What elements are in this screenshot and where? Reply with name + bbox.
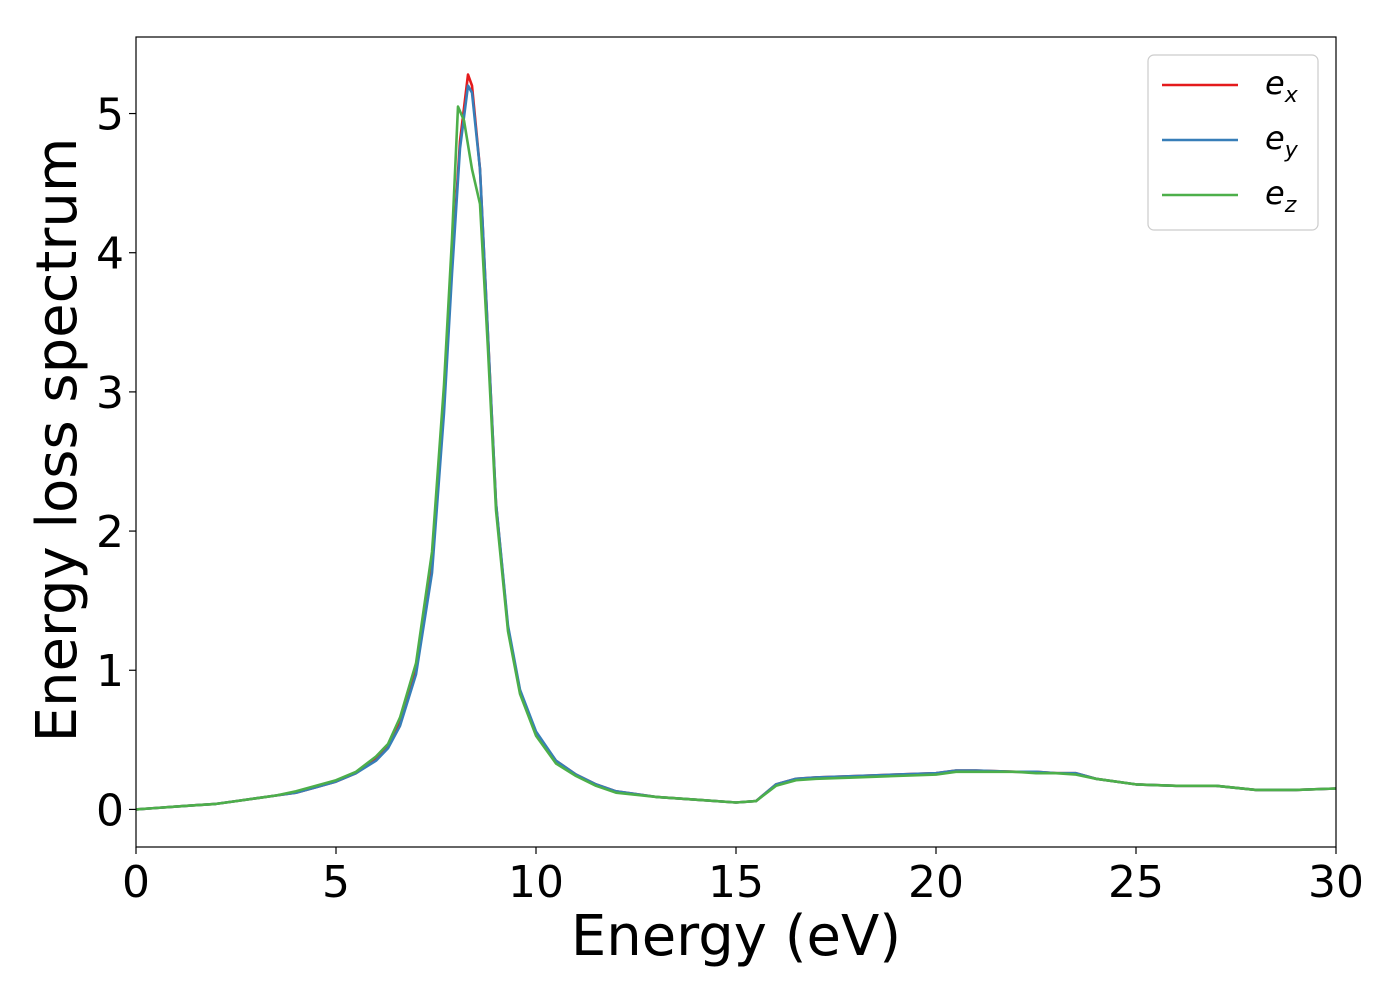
- x-tick-label: 0: [122, 857, 150, 908]
- series-line-e-z: [135, 105, 1337, 811]
- y-tick-label: 3: [96, 368, 124, 419]
- y-tick-label: 2: [96, 507, 124, 558]
- x-axis-label: Energy (eV): [571, 904, 901, 969]
- legend-box: [1147, 54, 1319, 231]
- x-tick-label: 20: [908, 857, 964, 908]
- x-tick-label: 25: [1108, 857, 1164, 908]
- plot-frame: [135, 36, 1337, 848]
- y-axis-label: Energy loss spectrum: [25, 138, 90, 743]
- y-tick-label: 4: [96, 229, 124, 280]
- x-tick-label: 10: [508, 857, 564, 908]
- y-tick-label: 0: [96, 785, 124, 836]
- x-tick-label: 30: [1308, 857, 1364, 908]
- y-tick-label: 1: [96, 646, 124, 697]
- x-tick-label: 15: [708, 857, 764, 908]
- y-tick-label: 5: [96, 90, 124, 141]
- series-line-e-y: [135, 84, 1337, 811]
- x-tick-label: 5: [322, 857, 350, 908]
